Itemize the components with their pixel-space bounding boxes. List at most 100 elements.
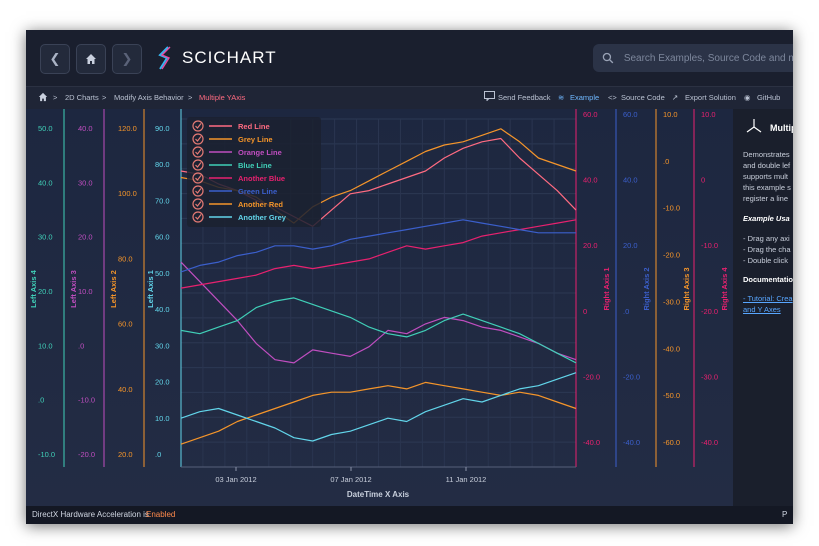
right-axis-4[interactable]: 10.0 0 -10.0 -20.0 -30.0 -40.0 Right Axis 4	[693, 109, 729, 467]
legend-checkbox[interactable]	[192, 120, 204, 132]
axis-tick-label: -20.0	[701, 307, 718, 316]
axis-tick-label: -20.0	[663, 251, 680, 260]
axis-tick-label: 0	[583, 307, 587, 316]
axis-tick-label: 90.0	[155, 124, 170, 133]
legend-item-another-blue[interactable]: Another Blue	[192, 172, 285, 184]
check-icon	[195, 136, 202, 142]
series-line-orange-line[interactable]	[180, 261, 577, 364]
example-tab[interactable]: Example	[570, 93, 600, 102]
panel-desc-line: Demonstrates	[743, 150, 790, 159]
multiple-y-axis-chart[interactable]: 50.0 40.0 30.0 20.0 10.0 .0 -10.0 Left Axis 4 40…	[26, 109, 733, 506]
breadcrumb-item-modify-axis[interactable]: Modify Axis Behavior	[114, 93, 184, 102]
axis-tick-label: 30.0	[155, 341, 170, 350]
left-axis-4[interactable]: 50.0 40.0 30.0 20.0 10.0 .0 -10.0 Left Axis 4	[29, 109, 65, 467]
legend-checkbox[interactable]	[192, 211, 204, 223]
check-icon	[195, 214, 202, 220]
check-icon	[195, 162, 202, 168]
feedback-icon	[484, 91, 495, 103]
legend-item-red-line[interactable]: Red Line	[192, 120, 270, 132]
axis-tick-label: -10.0	[38, 450, 55, 459]
axis-tick-label: 10.0	[701, 110, 716, 119]
check-icon	[195, 188, 202, 194]
left-axis-3[interactable]: 40.0 30.0 20.0 10.0 .0 -10.0 -20.0 Left Axis 3	[69, 109, 105, 467]
legend-box	[187, 117, 321, 227]
legend-checkbox[interactable]	[192, 172, 204, 184]
axis-tick-label: 40.0	[38, 178, 53, 187]
axis-tick-label: 30.0	[38, 233, 53, 242]
breadcrumb-item-2d-charts[interactable]: 2D Charts	[65, 93, 99, 102]
export-solution-link[interactable]: Export Solution	[685, 93, 736, 102]
search-box[interactable]	[593, 44, 793, 72]
axis-tick-label: .0	[623, 307, 629, 316]
axis-tick-label: 20.0	[38, 287, 53, 296]
send-feedback-link[interactable]: Send Feedback	[498, 93, 551, 102]
legend-checkbox[interactable]	[192, 133, 204, 145]
status-prefix: DirectX Hardware Acceleration is	[32, 510, 149, 519]
legend-checkbox[interactable]	[192, 198, 204, 210]
example-tab-icon: ≋	[558, 93, 565, 102]
usage-item: - Drag any axi	[743, 234, 790, 243]
legend-item-blue-line[interactable]: Blue Line	[192, 159, 272, 171]
series-line-green-line[interactable]	[180, 219, 576, 273]
legend-item-grey-line[interactable]: Grey Line	[192, 133, 273, 145]
check-icon	[195, 175, 202, 181]
scichart-logo[interactable]: SCICHART	[156, 44, 277, 72]
right-axis-3[interactable]: 10.0 .0 -10.0 -20.0 -30.0 -40.0 -50.0 -60.0 Righ…	[655, 109, 691, 467]
legend-checkbox[interactable]	[192, 146, 204, 158]
axis-tick-label: -50.0	[663, 391, 680, 400]
axis-tick-label: 10.0	[38, 341, 53, 350]
legend-checkbox[interactable]	[192, 185, 204, 197]
usage-title: Example Usa	[743, 214, 790, 223]
home-icon[interactable]	[38, 92, 48, 102]
axis-tick-label: 80.0	[155, 160, 170, 169]
axis-tick-label: -10.0	[701, 241, 718, 250]
axis-tick-label: -10.0	[663, 204, 680, 213]
axis-tick-label: 40.0	[623, 176, 638, 185]
axis-title: Left Axis 4	[29, 269, 38, 307]
docs-title: Documentatio	[743, 275, 793, 284]
source-code-tab[interactable]: Source Code	[621, 93, 665, 102]
scichart-logo-icon	[158, 46, 171, 70]
search-icon	[602, 52, 614, 64]
axis-tick-label: 50.0	[155, 269, 170, 278]
panel-title: Multip	[770, 123, 793, 133]
x-axis-tick-label: 03 Jan 2012	[215, 475, 256, 484]
forward-button[interactable]: ❯	[112, 44, 142, 74]
legend-item-another-red[interactable]: Another Red	[192, 198, 283, 210]
axis-tick-label: 0	[701, 176, 705, 185]
docs-link[interactable]: - Tutorial: Crea	[743, 294, 793, 303]
axis-tick-label: 40.0	[78, 124, 93, 133]
series-line-another-blue[interactable]	[180, 219, 577, 289]
github-link[interactable]: GitHub	[757, 93, 781, 102]
right-axis-1[interactable]: 60.0 40.0 20.0 0 -20.0 -40.0 Right Axis 1	[575, 109, 611, 467]
back-button[interactable]: ❮	[40, 44, 70, 74]
right-axis-2[interactable]: 60.0 40.0 20.0 .0 -20.0 -40.0 Right Axis 2	[615, 109, 651, 467]
axis-title: Right Axis 3	[682, 267, 691, 310]
status-state: Enabled	[146, 510, 176, 519]
search-input[interactable]	[621, 51, 793, 65]
home-button[interactable]	[76, 44, 106, 74]
chevron-left-icon: ❮	[49, 51, 61, 66]
left-axis-2[interactable]: 120.0 100.0 80.0 60.0 40.0 20.0 Left Axis 2	[109, 109, 145, 467]
legend-item-orange-line[interactable]: Orange Line	[192, 146, 282, 158]
axis-tick-label: -20.0	[623, 372, 640, 381]
docs-link[interactable]: and Y Axes	[743, 305, 781, 314]
legend-item-another-grey[interactable]: Another Grey	[192, 211, 287, 223]
breadcrumb-item-current: Multiple YAxis	[199, 93, 246, 102]
chevron-right-icon: >	[53, 93, 58, 102]
axis-tick-label: 40.0	[155, 305, 170, 314]
axis-tick-label: 10.0	[663, 110, 678, 119]
legend-label: Another Blue	[238, 174, 285, 183]
series-line-another-grey[interactable]	[180, 372, 577, 442]
x-axis-title: DateTime X Axis	[347, 490, 410, 499]
usage-item: - Double click	[743, 256, 789, 265]
x-axis-tick-label: 07 Jan 2012	[330, 475, 371, 484]
axis-tick-label: 40.0	[118, 385, 133, 394]
axis-title: Left Axis 2	[109, 270, 118, 308]
axis-tick-label: 50.0	[38, 124, 53, 133]
series-line-blue-line[interactable]	[180, 297, 577, 364]
legend-checkbox[interactable]	[192, 159, 204, 171]
axis-tick-label: 10.0	[155, 414, 170, 423]
legend-item-green-line[interactable]: Green Line	[192, 185, 277, 197]
scichart-demo-window: ❮ ❯ SCICHART > 2D Charts > Modify Axis B…	[26, 30, 793, 524]
